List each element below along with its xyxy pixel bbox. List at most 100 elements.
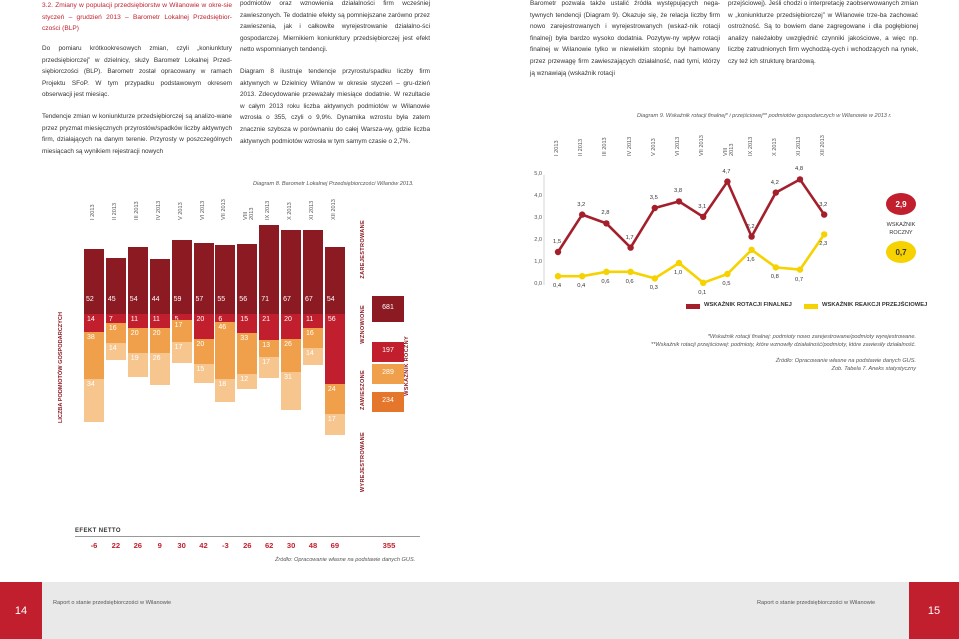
bar-registered-label: 71 [261, 296, 269, 303]
chart-month-label: VII 2013 [699, 135, 706, 156]
bar-deregistered [171, 341, 192, 363]
series-point [724, 270, 731, 278]
point-label: 1,5 [553, 239, 562, 245]
net-value: 22 [111, 541, 121, 550]
month-label: VIII 2013 [243, 207, 256, 220]
bar-resumed-label: 7 [108, 316, 113, 323]
note-2: **Wskaźnik rotacji przejściowej: podmiot… [651, 342, 916, 348]
annual-suspended-value: 289 [382, 369, 394, 376]
series-point [627, 244, 634, 251]
bar-registered [149, 259, 170, 314]
bar-registered-label: 54 [326, 296, 335, 303]
month-label: II 2013 [111, 202, 118, 220]
bar-resumed [259, 314, 280, 341]
bar-suspended [215, 321, 236, 379]
note-1: *Wskaźnik rotacji finalnej: podmioty now… [707, 334, 916, 340]
bar-registered [303, 230, 323, 314]
bar-registered [84, 249, 104, 314]
point-label: 2,2 [746, 223, 755, 230]
row-label-registered: ZAREJESTROWANE [360, 220, 366, 279]
bar-suspended [171, 320, 192, 342]
net-value: 30 [177, 541, 186, 550]
y-tick-label: 4,0 [534, 193, 542, 199]
annual-rotation-transitional-circle: 0,7 [886, 241, 916, 263]
series-point [821, 211, 828, 218]
chart-month-label: III 2013 [602, 137, 609, 156]
series-point [554, 273, 562, 280]
annual-registered-value: 681 [382, 304, 394, 311]
series-point [579, 211, 586, 218]
series-point [603, 220, 610, 227]
annual-resumed-value: 197 [382, 347, 394, 354]
chart-month-label: IV 2013 [626, 136, 633, 156]
bar-resumed-label: 56 [327, 316, 336, 323]
series-point [748, 246, 755, 253]
point-label: 0,6 [625, 278, 634, 285]
net-value: 62 [264, 541, 274, 550]
bar-resumed [215, 314, 236, 322]
bar-deregistered-label: 14 [108, 344, 117, 352]
left-paragraph-1: Do pomiaru krótkookresowych zmian, czyli… [42, 45, 232, 99]
bar-suspended-label: 46 [218, 323, 227, 331]
net-value: 9 [157, 541, 162, 550]
series-point [700, 279, 707, 286]
net-value: 26 [243, 541, 252, 550]
row-label-deregistered: WYREJESTROWANE [360, 432, 366, 493]
point-label: 4,2 [770, 179, 779, 186]
point-label: 3,2 [819, 201, 828, 208]
chart-month-label: V 2013 [650, 138, 657, 156]
chart-month-label: XII 2013 [820, 135, 827, 156]
bar-deregistered [149, 352, 170, 386]
bar-suspended [149, 327, 170, 353]
point-label: 0,3 [649, 285, 658, 292]
bar-deregistered-label: 19 [130, 354, 139, 362]
y-tick-label: 0,0 [534, 281, 542, 287]
net-value: -6 [90, 541, 98, 550]
bar-registered-label: 45 [107, 296, 116, 303]
point-label: 0,8 [770, 274, 779, 281]
bar-resumed [281, 314, 302, 339]
legend-transitional-swatch [804, 304, 818, 309]
bar-resumed-label: 11 [152, 316, 160, 323]
point-label: 3,5 [649, 195, 658, 201]
point-label: 2,8 [601, 210, 610, 217]
bar-resumed-label: 14 [87, 316, 95, 323]
series-point [700, 213, 707, 220]
bar-suspended-label: 26 [284, 341, 292, 348]
annual-rotation-final-circle: 2,9 [886, 193, 916, 215]
bar-deregistered [324, 414, 345, 436]
point-label: 3,8 [674, 188, 683, 195]
bar-deregistered [127, 352, 148, 377]
point-label: 1,0 [674, 270, 683, 276]
bar-deregistered [84, 379, 104, 422]
month-label: VII 2013 [221, 199, 228, 220]
bar-registered-label: 54 [129, 296, 138, 303]
point-label: 2,3 [819, 241, 828, 248]
net-divider [75, 536, 420, 537]
bar-suspended [281, 339, 302, 372]
bar-registered [127, 246, 148, 314]
series-point [651, 204, 658, 212]
chart-month-label: I 2013 [554, 140, 560, 156]
point-label: 4,7 [722, 168, 731, 175]
page-number-right: 15 [909, 582, 959, 639]
bar-deregistered-label: 17 [262, 358, 270, 366]
series-line [556, 177, 826, 253]
bar-deregistered [281, 371, 302, 411]
chart-month-label: VI 2013 [675, 136, 681, 156]
bar-suspended [105, 322, 126, 343]
source-2: Zob. Tabela 7. Aneks statystyczny [831, 366, 916, 372]
series-point [772, 264, 779, 271]
bar-deregistered [193, 364, 214, 383]
bar-registered [105, 257, 126, 314]
bar-suspended-label: 13 [262, 342, 270, 350]
month-label: I 2013 [90, 204, 96, 220]
series-point [724, 178, 731, 185]
bar-registered-label: 59 [173, 296, 182, 303]
series-point [796, 176, 804, 183]
bar-suspended-label: 16 [306, 329, 314, 337]
bar-deregistered-label: 12 [240, 376, 249, 383]
footer-text-right: Raport o stanie przedsiębiorczości w Wil… [757, 600, 876, 606]
point-label: 1,7 [625, 234, 634, 241]
bar-deregistered-label: 14 [306, 349, 314, 357]
